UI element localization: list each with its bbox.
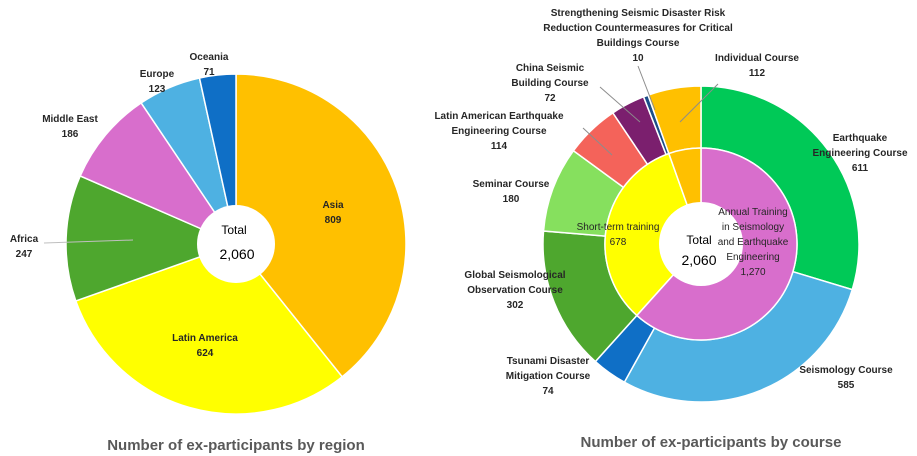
region-pie-chart: Total 2,060 Asia 809 Latin America 624 Afric… [10, 52, 407, 454]
region-leader-line-africa [43, 239, 134, 244]
region-slice-asia [235, 73, 407, 378]
region-slice-oceania [198, 73, 237, 245]
course-outer-label-individual-course: Individual Course 112 [715, 53, 799, 79]
course-leader-line-strengthening [637, 65, 656, 111]
course-outer-label-strengthening-seismic-disaster-risk-reduction-countermeasures-for-critical-buildings-course: Strengthening Seismic Disaster Risk Reduc… [543, 8, 733, 64]
region-total-label: Total [221, 223, 246, 237]
course-chart-caption: Number of ex-participants by course [581, 434, 842, 451]
course-inner-label-short-term-training: Short-term training 678 [577, 222, 660, 248]
region-chart-caption: Number of ex-participants by region [107, 437, 365, 454]
course-leader-line-individual [679, 83, 719, 123]
region-slice-latin-america [74, 243, 344, 415]
region-label-africa: Africa 247 [10, 234, 39, 260]
course-inner-slice-short-term-training [604, 152, 702, 317]
course-outer-label-latin-american-earthquake-engineering-course: Latin American Earthquake Engineering Cou… [434, 111, 564, 152]
region-slice-africa [65, 174, 239, 302]
course-inner-label-annual-training: Annual Training in Seismology and Earthqua… [718, 207, 789, 278]
course-outer-label-earthquake-engineering-course: Earthquake Engineering Course 611 [812, 133, 907, 174]
region-label-europe: Europe 123 [140, 69, 175, 95]
region-label-oceania: Oceania 71 [190, 52, 229, 78]
region-label-asia: Asia 809 [322, 200, 344, 226]
region-label-latin-america: Latin America 624 [172, 333, 238, 359]
course-leader-line-china-seismic [599, 86, 641, 123]
course-outer-label-seminar-course: Seminar Course 180 [473, 179, 550, 205]
course-donut-center-hole [659, 202, 743, 286]
course-leader-line-latin-american [582, 127, 613, 156]
region-slice-middle-east [79, 101, 239, 246]
course-total-value: 2,060 [681, 252, 716, 268]
course-outer-label-seismology-course: Seismology Course 585 [799, 365, 893, 391]
course-total-label: Total [686, 233, 711, 247]
course-outer-label-global-seismological-observation-course: Global Seismological Observation Course 30… [464, 270, 565, 311]
region-total-value: 2,060 [219, 246, 254, 262]
course-donut-chart: Total 2,060 Annual Training in Seismology… [434, 8, 908, 451]
course-outer-label-tsunami-disaster-mitigation-course: Tsunami Disaster Mitigation Course 74 [506, 356, 591, 397]
course-outer-label-china-seismic-building-course: China Seismic Building Course 72 [511, 63, 589, 104]
region-label-middle-east: Middle East 186 [42, 114, 98, 140]
region-pie-center-hole [197, 205, 275, 283]
